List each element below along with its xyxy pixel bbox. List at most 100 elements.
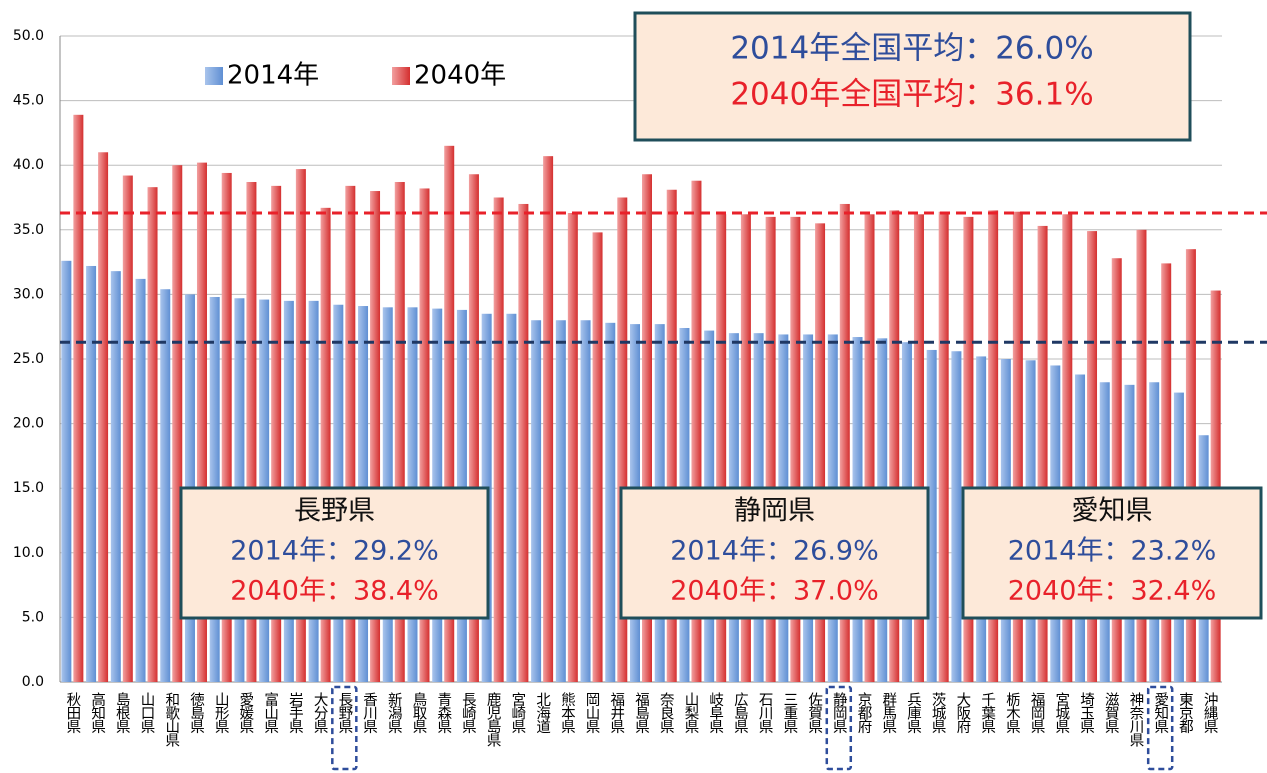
x-tick-label: 大阪府: [954, 692, 970, 735]
bar: [1136, 229, 1147, 683]
bar: [926, 349, 937, 682]
x-tick-label: 愛媛県: [237, 692, 253, 734]
bar: [73, 114, 84, 682]
bar: [345, 185, 356, 682]
x-tick-label: 岩手県: [287, 692, 303, 734]
x-tick-label: 佐賀県: [806, 692, 822, 734]
bar: [1185, 249, 1196, 682]
y-tick-label: 0.0: [22, 674, 44, 690]
bar: [790, 216, 801, 682]
bar: [864, 214, 875, 682]
bar: [1087, 231, 1098, 683]
bar: [320, 207, 331, 682]
bar: [666, 189, 677, 683]
bar: [765, 216, 776, 682]
summary-box: [633, 11, 1192, 142]
x-tick-label: 石川県: [757, 692, 773, 734]
bar: [642, 174, 652, 682]
x-tick-label: 鳥取県: [410, 692, 426, 734]
x-tick-label: 神奈川県: [1127, 692, 1143, 748]
x-tick-label: 群馬県: [880, 692, 896, 734]
x-tick-label: 新潟県: [386, 692, 402, 734]
x-tick-label: 滋賀県: [1103, 692, 1119, 734]
y-tick-label: 15.0: [13, 480, 44, 496]
bar: [271, 185, 282, 682]
x-tick-label: 宮崎県: [509, 692, 525, 734]
bar: [988, 210, 999, 683]
bar: [419, 188, 430, 682]
x-tick-label: 富山県: [262, 691, 278, 734]
bar: [580, 320, 591, 682]
bar: [1210, 290, 1221, 682]
callout-text: 2014年：26.9%: [670, 536, 879, 567]
highlight-box: [331, 685, 358, 771]
x-tick-label: 広島県: [732, 692, 748, 734]
x-tick-label: 岐阜県: [707, 692, 723, 734]
callout-title: 愛知県: [1072, 496, 1153, 527]
bar: [543, 156, 554, 682]
legend-label: 2040年: [414, 61, 506, 91]
x-tick-label: 兵庫県: [905, 692, 921, 734]
legend-label: 2014年: [227, 61, 319, 91]
callout-box: [961, 486, 1263, 620]
x-tick-label: 東京都: [1177, 692, 1193, 734]
y-tick-label: 20.0: [13, 416, 44, 432]
x-tick-label: 三重県: [781, 692, 797, 734]
callout-box: [179, 486, 490, 620]
bar: [740, 214, 751, 682]
legend-swatch: [392, 67, 410, 85]
x-tick-label: 長野県: [336, 692, 352, 734]
bar: [691, 180, 702, 683]
bar: [1012, 211, 1023, 682]
bar: [1111, 258, 1122, 682]
x-tick-label: 京都府: [856, 692, 872, 735]
x-tick-label: 香川県: [361, 692, 377, 734]
highlight-box: [825, 685, 853, 771]
x-tick-label: 福井県: [608, 692, 624, 734]
bar: [617, 197, 628, 682]
x-tick-label: 秋田県: [64, 692, 80, 734]
bar: [246, 181, 257, 682]
x-tick-label: 岡山県: [584, 692, 600, 734]
callout-text: 2040年：32.4%: [1008, 576, 1217, 607]
bar: [61, 260, 72, 682]
callout-box: [619, 486, 930, 620]
x-tick-label: 熊本県: [559, 692, 575, 734]
bar: [172, 165, 183, 682]
callout-title: 長野県: [294, 496, 375, 527]
x-tick-label: 山形県: [213, 692, 229, 734]
x-tick-label: 山口県: [139, 692, 155, 734]
bar: [913, 214, 924, 682]
bar: [1161, 263, 1172, 682]
bar: [716, 214, 727, 682]
bar: [394, 181, 405, 682]
x-tick-label: 鹿児島県: [485, 692, 501, 748]
highlight-box: [1146, 685, 1174, 771]
summary-text: 2040年全国平均：36.1%: [730, 77, 1093, 113]
bar: [839, 203, 850, 682]
y-tick-label: 45.0: [13, 93, 44, 109]
bar: [444, 145, 455, 682]
bar: [370, 191, 381, 683]
y-tick-label: 50.0: [13, 28, 44, 44]
bar: [468, 174, 479, 682]
bar: [531, 320, 542, 682]
bar: [963, 216, 974, 682]
bar: [98, 152, 109, 682]
callout-text: 2014年：29.2%: [230, 536, 439, 567]
bar: [122, 175, 133, 682]
bar: [518, 203, 529, 682]
x-tick-label: 福島県: [633, 692, 649, 734]
x-tick-label: 徳島県: [188, 692, 204, 734]
x-tick-label: 北海道: [534, 692, 550, 734]
y-tick-label: 10.0: [13, 545, 44, 561]
bar: [160, 289, 171, 682]
y-tick-label: 35.0: [13, 222, 44, 238]
x-tick-label: 山梨県: [682, 692, 698, 734]
x-tick-label: 愛知県: [1152, 692, 1168, 734]
x-tick-label: 和歌山県: [163, 692, 179, 748]
callout-text: 2040年：37.0%: [670, 576, 879, 607]
callout-title: 静岡県: [734, 496, 815, 527]
x-tick-label: 高知県: [89, 692, 105, 734]
y-tick-label: 25.0: [13, 351, 44, 367]
